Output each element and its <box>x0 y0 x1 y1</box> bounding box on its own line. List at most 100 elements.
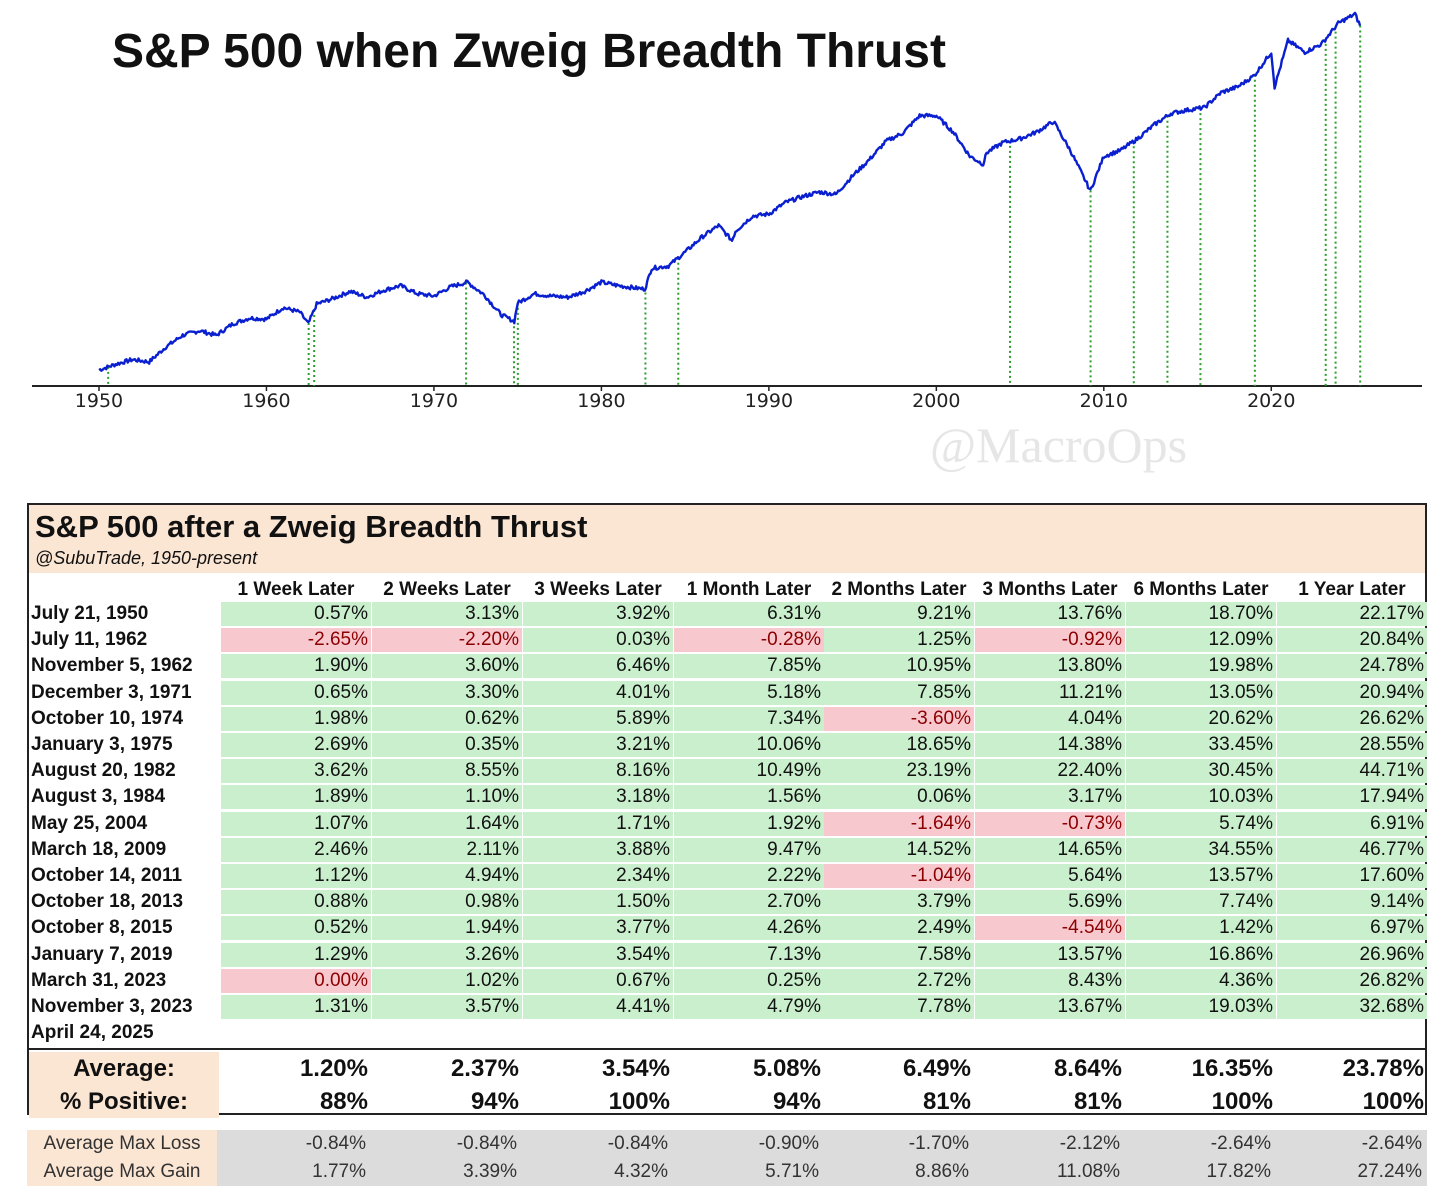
max-gain-label: Average Max Gain <box>27 1158 217 1186</box>
cell-r4-c5: 7.85% <box>824 680 974 705</box>
cell-r11-c7: 13.57% <box>1126 864 1276 888</box>
average-value-6: 8.64% <box>1053 1055 1122 1082</box>
sp500-series-line <box>98 11 1362 372</box>
column-header-2: 2 Weeks Later <box>383 579 511 600</box>
row-date-2: July 11, 1962 <box>31 629 148 651</box>
row-date-16: November 3, 2023 <box>31 996 193 1017</box>
column-header-7: 6 Months Later <box>1133 579 1269 600</box>
cell-r11-c3: 2.34% <box>523 864 673 888</box>
cell-r16-c5: 7.78% <box>824 995 974 1019</box>
cell-r9-c4: 1.92% <box>674 811 824 836</box>
cell-r14-c3: 3.54% <box>523 942 673 967</box>
cell-r3-c1: 1.90% <box>221 654 371 679</box>
cell-r6-c3: 3.21% <box>523 733 673 757</box>
cell-r10-c6: 14.65% <box>975 837 1125 862</box>
watermark: @MacroOps <box>930 417 1188 473</box>
cell-r11-c4: 2.22% <box>674 864 824 888</box>
max-gain-value-5: 8.86% <box>915 1161 969 1182</box>
cell-r10-c7: 34.55% <box>1126 837 1276 862</box>
cell-r3-c8: 24.78% <box>1277 654 1427 679</box>
max-loss-value-5: -1.70% <box>908 1133 969 1154</box>
column-header-6: 3 Months Later <box>982 579 1118 600</box>
table-header: S&P 500 after a Zweig Breadth Thrust @Su… <box>29 505 1425 573</box>
cell-r15-c4: 0.25% <box>674 968 824 993</box>
cell-r11-c1: 1.12% <box>221 864 371 888</box>
average-label: Average: <box>29 1052 219 1085</box>
max-stats-box: Average Max Loss Average Max Gain -0.84%… <box>27 1130 1427 1186</box>
cell-r2-c7: 12.09% <box>1126 628 1276 653</box>
cell-r7-c1: 3.62% <box>221 759 371 784</box>
cell-r8-c7: 10.03% <box>1126 785 1276 810</box>
cell-r3-c4: 7.85% <box>674 654 824 679</box>
results-table: S&P 500 after a Zweig Breadth Thrust @Su… <box>27 503 1427 1118</box>
row-date-8: August 3, 1984 <box>31 786 166 808</box>
cell-r12-c7: 7.74% <box>1126 890 1276 915</box>
table-title: S&P 500 after a Zweig Breadth Thrust <box>35 509 588 544</box>
average-separator <box>29 1048 1425 1050</box>
cell-r2-c5: 1.25% <box>824 628 974 653</box>
column-header-8: 1 Year Later <box>1298 579 1406 600</box>
cell-r3-c2: 3.60% <box>372 654 522 679</box>
cell-r5-c3: 5.89% <box>523 706 673 731</box>
cell-r16-c2: 3.57% <box>372 995 522 1019</box>
cell-r12-c8: 9.14% <box>1277 890 1427 915</box>
cell-r5-c6: 4.04% <box>975 706 1125 731</box>
cell-r2-c8: 20.84% <box>1277 628 1427 653</box>
max-loss-value-1: -0.84% <box>305 1133 366 1154</box>
row-date-15: March 31, 2023 <box>31 969 167 991</box>
row-date-5: October 10, 1974 <box>31 707 184 729</box>
cell-r3-c3: 6.46% <box>523 654 673 679</box>
cell-r1-c1: 0.57% <box>221 602 371 626</box>
row-date-11: October 14, 2011 <box>31 865 183 886</box>
cell-r8-c2: 1.10% <box>372 785 522 810</box>
cell-r14-c2: 3.26% <box>372 942 522 967</box>
cell-r5-c2: 0.62% <box>372 706 522 731</box>
cell-r6-c8: 28.55% <box>1277 733 1427 757</box>
cell-r1-c5: 9.21% <box>824 602 974 626</box>
cell-r8-c6: 3.17% <box>975 785 1125 810</box>
positive-label: % Positive: <box>29 1085 219 1118</box>
average-value-8: 23.78% <box>1342 1055 1424 1082</box>
column-header-4: 1 Month Later <box>686 579 812 600</box>
cell-r15-c3: 0.67% <box>523 968 673 993</box>
row-date-14: January 7, 2019 <box>31 943 173 965</box>
cell-r15-c2: 1.02% <box>372 968 522 993</box>
positive-value-5: 81% <box>922 1088 971 1115</box>
cell-r13-c4: 4.26% <box>674 916 824 941</box>
cell-r4-c1: 0.65% <box>221 680 371 705</box>
cell-r4-c7: 13.05% <box>1126 680 1276 705</box>
cell-r9-c7: 5.74% <box>1126 811 1276 836</box>
x-tick-label-2020: 2020 <box>1247 390 1295 412</box>
cell-r8-c3: 3.18% <box>523 785 673 810</box>
cell-r11-c8: 17.60% <box>1277 864 1427 888</box>
cell-r1-c2: 3.13% <box>372 602 522 626</box>
cell-r7-c3: 8.16% <box>523 759 673 784</box>
row-date-3: November 5, 1962 <box>31 655 193 677</box>
max-loss-value-6: -2.12% <box>1059 1133 1120 1154</box>
cell-r16-c1: 1.31% <box>221 995 371 1019</box>
max-loss-label: Average Max Loss <box>27 1130 217 1158</box>
cell-r4-c8: 20.94% <box>1277 680 1427 705</box>
positive-value-7: 100% <box>1211 1088 1273 1115</box>
row-date-10: March 18, 2009 <box>31 838 167 860</box>
positive-value-8: 100% <box>1362 1088 1424 1115</box>
cell-r13-c8: 6.97% <box>1277 916 1427 941</box>
positive-value-1: 88% <box>319 1088 368 1115</box>
cell-r7-c4: 10.49% <box>674 759 824 784</box>
cell-r7-c2: 8.55% <box>372 759 522 784</box>
positive-value-2: 94% <box>470 1088 519 1115</box>
cell-r5-c1: 1.98% <box>221 706 371 731</box>
cell-r1-c8: 22.17% <box>1277 602 1427 626</box>
cell-r6-c1: 2.69% <box>221 733 371 757</box>
cell-r5-c7: 20.62% <box>1126 706 1276 731</box>
cell-r8-c1: 1.89% <box>221 785 371 810</box>
max-loss-value-4: -0.90% <box>758 1133 819 1154</box>
max-gain-value-1: 1.77% <box>312 1161 366 1182</box>
cell-r9-c2: 1.64% <box>372 811 522 836</box>
cell-r14-c8: 26.96% <box>1277 942 1427 967</box>
cell-r4-c2: 3.30% <box>372 680 522 705</box>
row-date-4: December 3, 1971 <box>31 681 192 703</box>
cell-r10-c2: 2.11% <box>372 837 522 862</box>
row-date-7: August 20, 1982 <box>31 760 176 782</box>
cell-r5-c8: 26.62% <box>1277 706 1427 731</box>
